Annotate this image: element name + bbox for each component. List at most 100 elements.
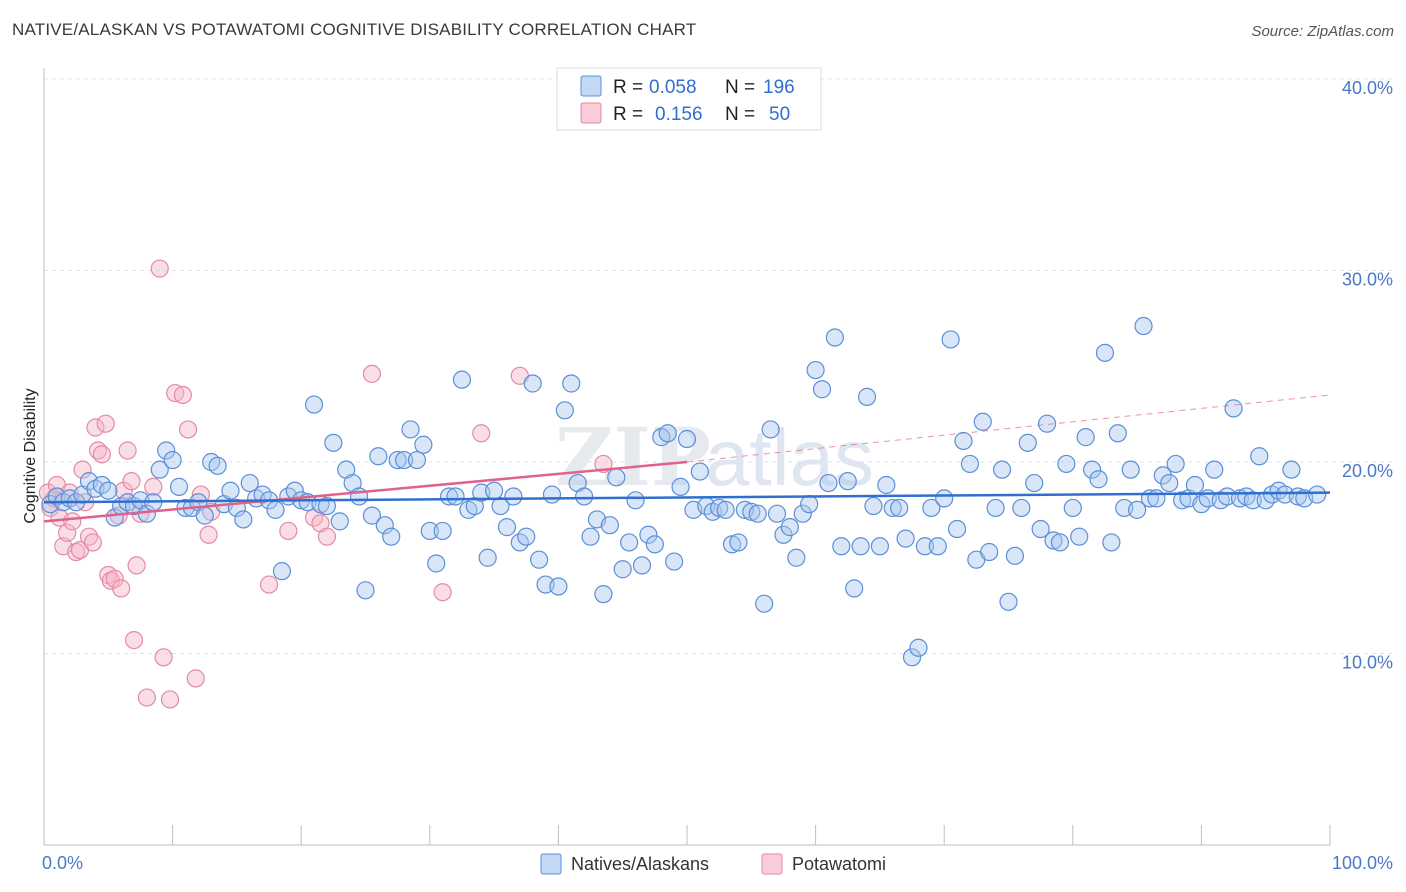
- natives-alaskans-point: [928, 537, 947, 556]
- natives-alaskans-point: [478, 548, 497, 567]
- natives-alaskans-point: [1050, 533, 1070, 552]
- natives-alaskans-point: [266, 500, 285, 519]
- natives-alaskans-point: [632, 556, 652, 575]
- potawatomi-point: [279, 521, 298, 541]
- natives-alaskans-point: [1102, 533, 1121, 552]
- y-tick-labels: 10.0% 20.0% 30.0% 40.0%: [1342, 78, 1393, 673]
- natives-alaskans-point: [941, 330, 960, 349]
- natives-alaskans-point: [845, 579, 864, 598]
- natives-alaskans-point: [240, 473, 259, 493]
- potawatomi-point: [124, 630, 144, 650]
- natives-alaskans-point: [690, 462, 709, 481]
- natives-alaskans-point: [671, 477, 690, 496]
- natives-alaskans-point: [439, 487, 459, 506]
- stats-legend-swatch-potawatomi: [580, 102, 602, 124]
- natives-alaskans-point: [999, 592, 1018, 611]
- natives-alaskans-point: [1025, 473, 1044, 493]
- natives-alaskans-point: [491, 496, 510, 516]
- natives-alaskans-point: [947, 519, 967, 539]
- natives-alaskans-point: [960, 454, 980, 474]
- natives-alaskans-point: [369, 447, 388, 466]
- natives-alaskans-point: [1108, 424, 1127, 443]
- series-legend-swatch-potawatomi: [761, 853, 783, 875]
- natives-alaskans-point: [857, 387, 877, 406]
- natives-alaskans-point: [665, 552, 684, 571]
- natives-alaskans-point: [748, 504, 767, 523]
- natives-alaskans-point: [780, 518, 799, 537]
- natives-alaskans-point: [485, 481, 504, 500]
- natives-alaskans-point: [838, 472, 857, 491]
- natives-alaskans-point: [1205, 460, 1224, 479]
- natives-alaskans-point: [324, 433, 343, 452]
- natives-alaskans-point: [382, 527, 401, 546]
- natives-alaskans-point: [427, 554, 446, 573]
- x-tick-label-min: 0.0%: [42, 853, 83, 873]
- natives-alaskans-point: [819, 473, 838, 493]
- natives-alaskans-point: [1308, 485, 1327, 504]
- series-legend: Natives/Alaskans Potawatomi: [540, 853, 886, 875]
- natives-alaskans-point: [1224, 399, 1243, 418]
- natives-alaskans-point: [915, 537, 935, 556]
- natives-alaskans-point: [710, 498, 729, 518]
- potawatomi-point: [186, 669, 205, 688]
- natives-alaskans-point: [1095, 343, 1115, 362]
- natives-alaskans-point: [1127, 500, 1147, 519]
- natives-alaskans-point: [542, 485, 562, 504]
- watermark: ZIP atlas: [555, 410, 874, 504]
- natives-alaskans-point: [800, 495, 819, 514]
- natives-alaskans-point: [497, 518, 517, 537]
- potawatomi-points: [38, 259, 613, 709]
- natives-alaskans-point: [742, 502, 761, 521]
- natives-alaskans-point: [1057, 454, 1076, 474]
- potawatomi-point: [127, 556, 146, 575]
- stats-legend-r-label: R =: [613, 104, 643, 125]
- natives-alaskans-point: [909, 638, 928, 657]
- natives-alaskans-point: [1243, 491, 1262, 510]
- natives-alaskans-point: [954, 431, 973, 451]
- potawatomi-point: [58, 523, 77, 542]
- potawatomi-trend-extension: [686, 394, 1331, 463]
- natives-alaskans-point: [992, 460, 1012, 479]
- natives-alaskans-point: [388, 450, 407, 470]
- natives-alaskans-point: [150, 460, 169, 479]
- natives-alaskans-point: [420, 521, 439, 541]
- natives-alaskans-point: [896, 529, 915, 548]
- stats-legend-r-value: 0.058: [649, 77, 697, 98]
- natives-alaskans-point: [523, 374, 542, 393]
- natives-alaskans-point: [639, 525, 658, 544]
- natives-alaskans-point: [221, 481, 240, 500]
- stats-legend-r-label: R =: [613, 77, 643, 98]
- natives-alaskans-point: [1005, 546, 1025, 565]
- natives-alaskans-point: [620, 533, 639, 552]
- natives-alaskans-point: [729, 533, 748, 552]
- natives-alaskans-point: [549, 577, 568, 596]
- natives-alaskans-point: [581, 527, 600, 546]
- natives-alaskans-point: [645, 535, 664, 554]
- natives-alaskans-point: [1037, 414, 1057, 433]
- natives-alaskans-point: [401, 420, 420, 439]
- natives-alaskans-point: [1089, 470, 1108, 489]
- natives-alaskans-point: [157, 441, 176, 460]
- potawatomi-point: [144, 477, 163, 496]
- natives-alaskans-point: [555, 401, 574, 420]
- y-tick-label: 40.0%: [1342, 78, 1393, 98]
- source-label: Source: ZipAtlas.com: [1251, 23, 1394, 40]
- stats-legend-n-value: 196: [763, 77, 795, 98]
- natives-alaskans-point: [902, 648, 922, 667]
- potawatomi-point: [83, 533, 102, 552]
- natives-alaskans-point: [530, 550, 549, 569]
- natives-alaskans-point: [272, 562, 292, 581]
- natives-alaskans-point: [607, 468, 626, 487]
- natives-alaskans-point: [1012, 498, 1031, 518]
- natives-alaskans-point: [1166, 454, 1185, 474]
- natives-alaskans-point: [922, 498, 941, 518]
- natives-alaskans-point: [600, 516, 619, 535]
- natives-alaskans-point: [870, 537, 890, 556]
- potawatomi-point: [199, 525, 218, 544]
- natives-alaskans-point: [195, 506, 214, 525]
- natives-alaskans-point: [208, 456, 227, 475]
- natives-alaskans-point: [716, 500, 735, 519]
- natives-alaskans-point: [169, 477, 189, 496]
- potawatomi-point: [154, 648, 173, 667]
